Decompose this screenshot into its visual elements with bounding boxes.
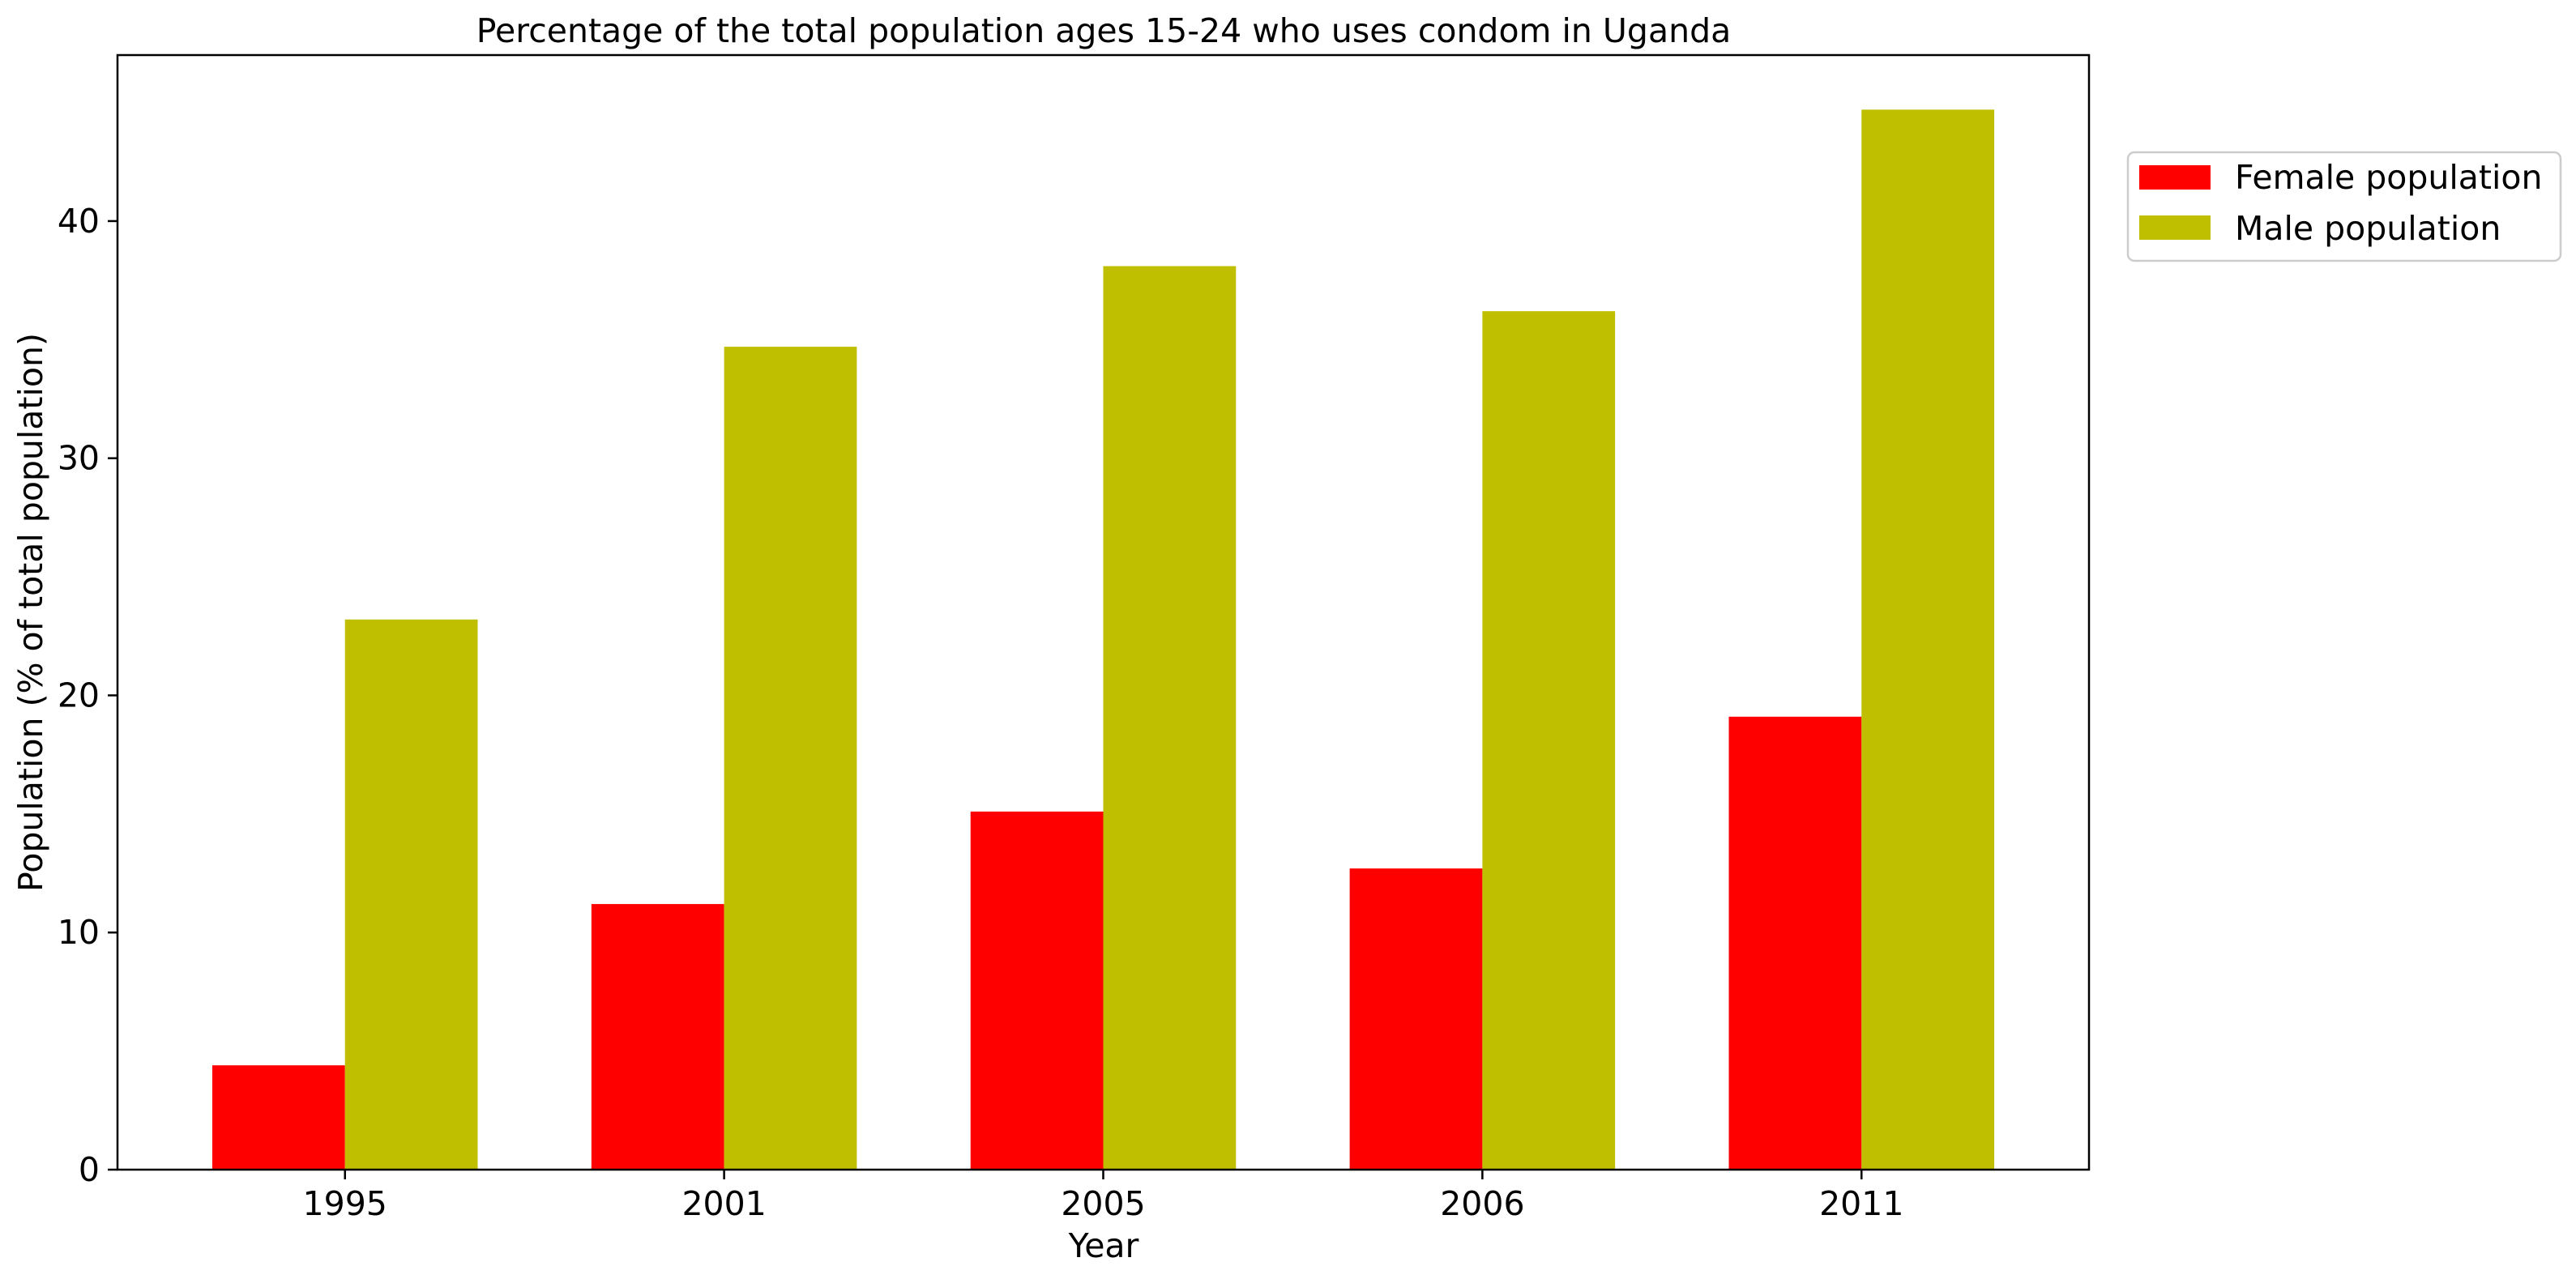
y-tick-label: 20 (58, 676, 100, 714)
legend-label-female: Female population (2235, 158, 2542, 197)
bar-female-2005 (970, 811, 1104, 1170)
y-axis-ticks: 0 10 20 30 40 (58, 202, 117, 1189)
x-axis-title: Year (1068, 1226, 1139, 1265)
legend-label-male: Male population (2235, 209, 2501, 248)
bar-male-2001 (724, 347, 857, 1170)
bars-group (211, 109, 1995, 1170)
x-tick-label: 1995 (303, 1184, 387, 1223)
legend-frame (2126, 151, 2562, 262)
y-axis-title: Population (% of total population) (11, 333, 50, 892)
bar-male-2005 (1103, 266, 1237, 1170)
bar-male-2011 (1861, 109, 1995, 1170)
x-tick-label: 2005 (1061, 1184, 1145, 1223)
y-tick-label: 10 (58, 913, 100, 952)
legend: Female population Male population (2126, 151, 2562, 262)
bar-male-1995 (344, 619, 478, 1170)
x-tick-label: 2006 (1440, 1184, 1524, 1223)
x-tick-label: 2011 (1819, 1184, 1903, 1223)
bar-male-2006 (1482, 311, 1616, 1170)
chart-title: Percentage of the total population ages … (476, 11, 1731, 50)
bar-female-2006 (1349, 868, 1483, 1170)
y-tick-label: 0 (79, 1150, 100, 1189)
y-tick-label: 30 (58, 439, 100, 478)
x-tick-label: 2001 (681, 1184, 766, 1223)
x-axis-ticks: 1995 2001 2005 2006 2011 (303, 1170, 1903, 1223)
y-tick-label: 40 (58, 202, 100, 241)
legend-swatch-male (2139, 215, 2211, 240)
bar-female-1995 (211, 1065, 345, 1170)
bar-female-2011 (1728, 716, 1862, 1170)
bar-female-2001 (591, 904, 724, 1170)
legend-swatch-female (2139, 165, 2211, 190)
